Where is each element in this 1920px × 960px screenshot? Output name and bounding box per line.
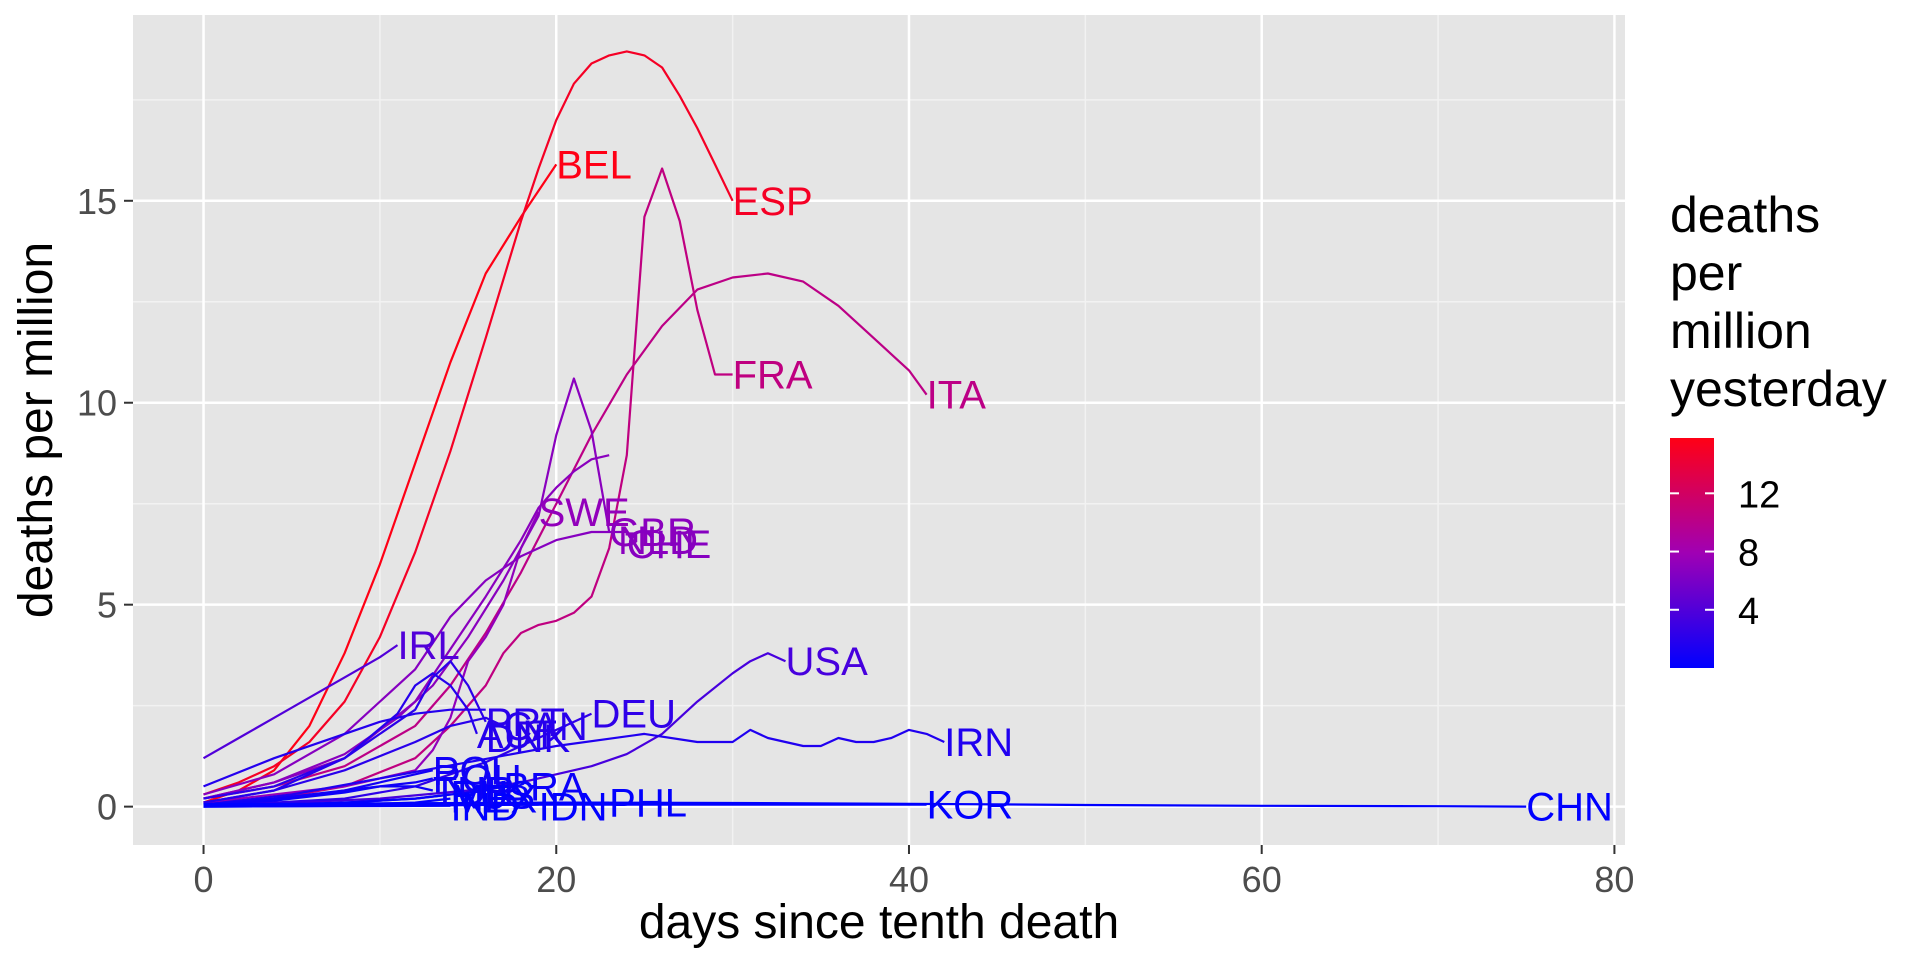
color-legend: deaths per million yesterday 4 8 12 bbox=[1670, 187, 1887, 668]
series-line-deu bbox=[203, 712, 592, 806]
plot-panel bbox=[133, 15, 1625, 845]
legend-title-line-1: deaths bbox=[1670, 187, 1820, 243]
x-tick-label: 0 bbox=[194, 859, 214, 900]
y-axis-ticks: 0 5 10 15 bbox=[77, 181, 133, 828]
y-tick-label: 0 bbox=[97, 787, 117, 828]
series-label-che: CHE bbox=[627, 523, 711, 567]
series-line-che bbox=[203, 530, 627, 796]
legend-tick-label: 4 bbox=[1738, 591, 1759, 633]
series-line-esp bbox=[203, 50, 734, 796]
series-label-irn: IRN bbox=[944, 721, 1013, 765]
series-line-fra bbox=[203, 167, 733, 804]
series-line-gbr bbox=[203, 377, 611, 800]
series-label-swe: SWE bbox=[539, 491, 630, 535]
series-label-gbr: GBR bbox=[609, 511, 696, 555]
series-label-mex: MEX bbox=[450, 778, 537, 822]
legend-title-line-2: per bbox=[1670, 245, 1742, 301]
series-label-kor: KOR bbox=[927, 784, 1014, 828]
series-label-pol: POL bbox=[433, 749, 513, 793]
series-line-kor bbox=[203, 803, 927, 808]
series-lines bbox=[202, 50, 1527, 808]
legend-title-line-3: million bbox=[1670, 303, 1812, 359]
series-label-rou: ROU bbox=[433, 757, 522, 801]
legend-tick-label: 8 bbox=[1738, 533, 1759, 575]
y-tick-label: 5 bbox=[97, 585, 117, 626]
series-label-ita: ITA bbox=[927, 374, 987, 418]
series-label-chn: CHN bbox=[1526, 786, 1613, 830]
series-label-aut: AUT bbox=[477, 713, 557, 757]
series-label-usa: USA bbox=[786, 640, 869, 684]
series-label-irl: IRL bbox=[398, 624, 460, 668]
series-label-nld: NLD bbox=[618, 519, 698, 563]
series-line-ita bbox=[203, 272, 928, 800]
legend-title-line-4: yesterday bbox=[1670, 361, 1887, 417]
series-label-fra: FRA bbox=[733, 353, 813, 397]
series-line-aut bbox=[203, 672, 478, 804]
series-label-rus: RUS bbox=[450, 774, 534, 818]
series-label-bra: BRA bbox=[503, 765, 586, 809]
series-label-phl: PHL bbox=[609, 782, 687, 826]
series-label-dnk: DNK bbox=[486, 717, 571, 761]
y-axis-title: deaths per million bbox=[10, 242, 63, 618]
series-line-chn bbox=[203, 801, 1527, 808]
series-line-usa bbox=[203, 652, 786, 806]
series-line-tur bbox=[203, 785, 434, 806]
series-label-esp: ESP bbox=[733, 180, 813, 224]
x-axis-ticks: 0 20 40 60 80 bbox=[194, 845, 1634, 900]
series-label-idn: IDN bbox=[539, 786, 608, 830]
legend-colorbar bbox=[1670, 438, 1714, 668]
x-tick-label: 20 bbox=[536, 859, 576, 900]
legend-ticks: 4 8 12 bbox=[1670, 474, 1780, 633]
x-axis-title: days since tenth death bbox=[639, 896, 1119, 949]
series-label-deu: DEU bbox=[592, 693, 676, 737]
x-tick-label: 60 bbox=[1242, 859, 1282, 900]
series-label-can: CAN bbox=[503, 705, 587, 749]
series-label-bel: BEL bbox=[556, 143, 632, 187]
series-line-irl bbox=[202, 644, 399, 760]
series-line-prt bbox=[203, 660, 487, 800]
series-line-irn bbox=[203, 728, 945, 806]
y-tick-label: 15 bbox=[77, 181, 117, 222]
x-tick-label: 40 bbox=[889, 859, 929, 900]
y-tick-label: 10 bbox=[77, 383, 117, 424]
series-label-ind: IND bbox=[450, 786, 519, 830]
minor-gridlines bbox=[133, 15, 1625, 845]
series-label-prt: PRT bbox=[486, 701, 565, 745]
x-tick-label: 80 bbox=[1594, 859, 1634, 900]
legend-tick-label: 12 bbox=[1738, 474, 1780, 516]
series-line-dnk bbox=[203, 708, 486, 788]
series-label-tur: TUR bbox=[433, 769, 515, 813]
